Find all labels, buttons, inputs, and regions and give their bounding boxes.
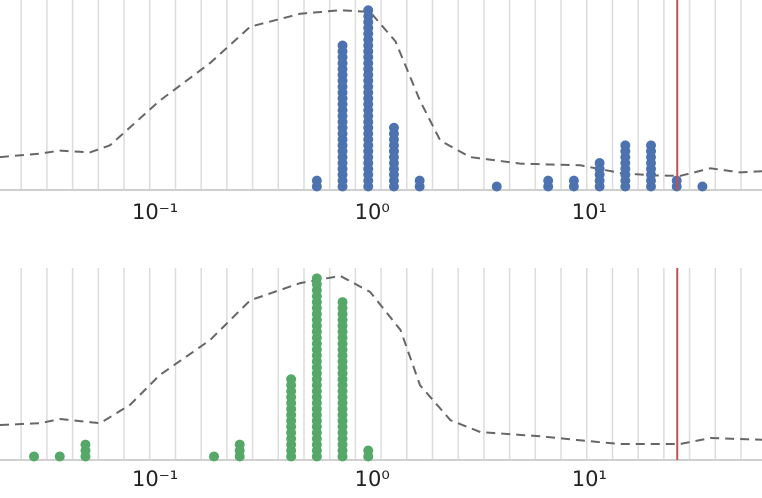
x-tick-label: 10⁻¹ — [132, 200, 178, 224]
dot — [620, 140, 631, 151]
dot — [54, 451, 65, 462]
dot — [80, 439, 91, 450]
dot — [594, 157, 605, 168]
dot — [363, 445, 374, 456]
dot — [491, 181, 502, 192]
panel: 10⁻¹ 10⁰ 10¹ — [0, 268, 762, 491]
dot — [286, 374, 297, 385]
density-line — [0, 274, 762, 445]
x-tick-label: 10⁰ — [355, 467, 390, 491]
x-tick-label: 10¹ — [572, 200, 607, 224]
dot — [337, 297, 348, 308]
density-line — [0, 9, 762, 177]
panel: 10⁻¹ 10⁰ 10¹ — [0, 0, 762, 224]
x-tick-label: 10⁻¹ — [132, 467, 178, 491]
dot — [568, 175, 579, 186]
dot — [697, 181, 708, 192]
dot — [543, 175, 554, 186]
dot — [234, 439, 245, 450]
dot — [414, 175, 425, 186]
x-tick-label: 10⁰ — [355, 200, 390, 224]
dot — [337, 40, 348, 51]
x-tick-label: 10¹ — [572, 467, 607, 491]
dot — [388, 122, 399, 133]
dot — [311, 273, 322, 284]
dot — [311, 175, 322, 186]
dot — [29, 451, 40, 462]
dot — [646, 140, 657, 151]
dot — [208, 451, 219, 462]
dot — [363, 5, 374, 16]
